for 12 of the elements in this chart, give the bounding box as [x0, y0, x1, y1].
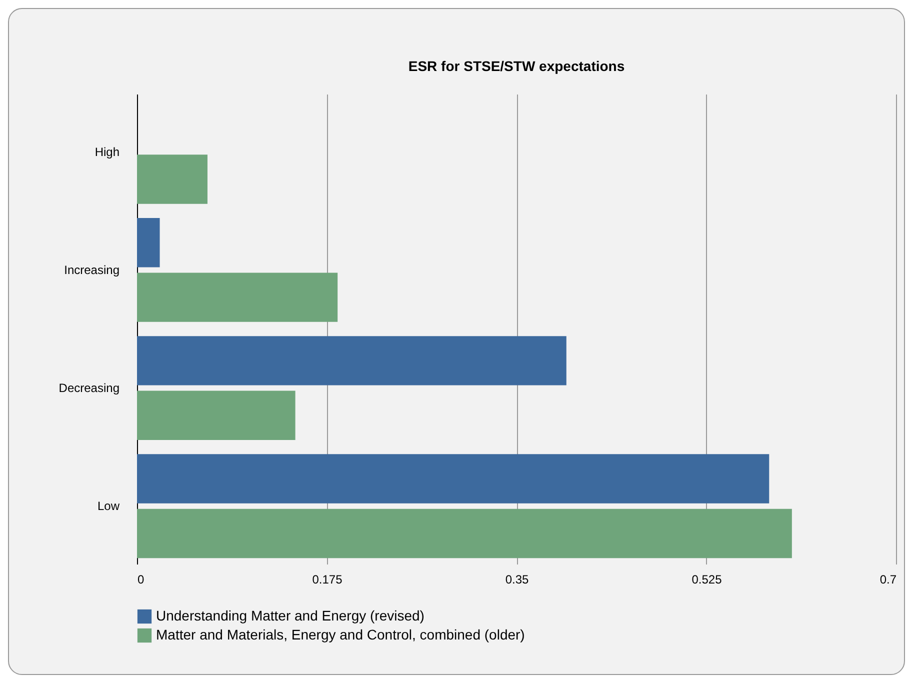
- x-tick-label: 0: [138, 572, 144, 586]
- y-tick-label: Decreasing: [58, 381, 120, 396]
- y-tick-label: Low: [97, 499, 120, 514]
- legend-label: Understanding Matter and Energy (revised): [156, 608, 424, 624]
- x-tick-label: 0.7: [880, 572, 897, 586]
- x-tick-label: 0.35: [505, 572, 529, 586]
- y-tick-label: Increasing: [64, 262, 120, 277]
- chart-title: ESR for STSE/STW expectations: [408, 58, 625, 74]
- legend-label: Matter and Materials, Energy and Control, combined (older): [156, 626, 525, 642]
- x-tick-label: 0.175: [312, 572, 343, 586]
- y-tick-label: High: [94, 144, 120, 159]
- x-tick-label: 0.525: [692, 572, 722, 586]
